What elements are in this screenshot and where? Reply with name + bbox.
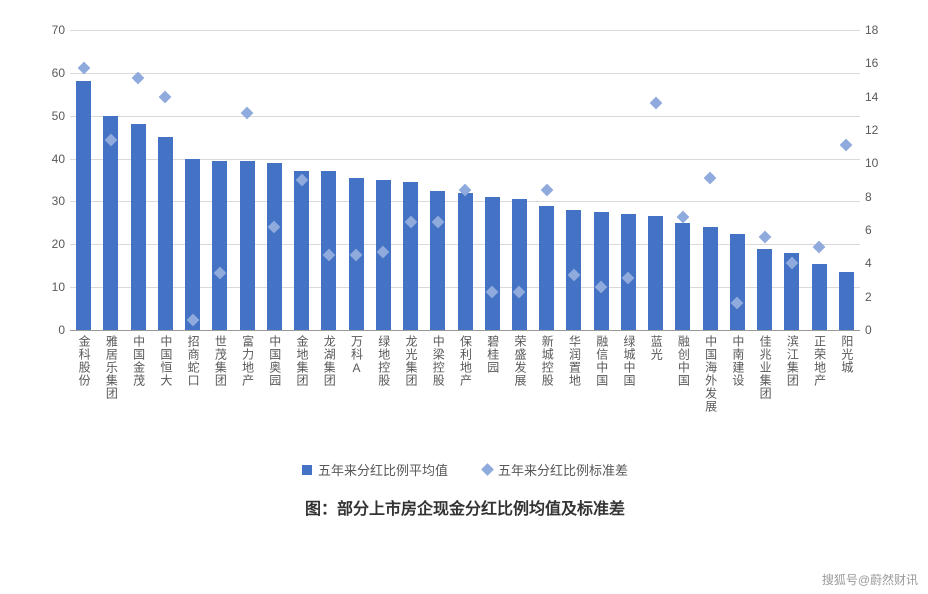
- x-tick-label: 荣盛发展: [513, 335, 526, 387]
- diamond-marker: [241, 107, 254, 120]
- diamond-swatch: [481, 463, 494, 476]
- y-right-tick: 0: [865, 323, 890, 337]
- diamond-marker: [649, 97, 662, 110]
- bar: [812, 264, 827, 330]
- bar: [485, 197, 500, 330]
- x-tick-label: 融创中国: [676, 335, 689, 387]
- bar-swatch: [302, 465, 312, 475]
- bar: [240, 161, 255, 330]
- y-left-tick: 30: [35, 194, 65, 208]
- gridline: [70, 73, 860, 74]
- legend-marker-label: 五年来分红比例标准差: [498, 460, 628, 479]
- x-tick-label: 中国恒大: [159, 335, 172, 387]
- bar: [76, 81, 91, 330]
- bar: [458, 193, 473, 330]
- chart-container: 010203040506070024681012141618金科股份雅居乐集团中…: [30, 30, 900, 520]
- bar: [294, 171, 309, 330]
- bar: [103, 116, 118, 330]
- y-left-tick: 0: [35, 323, 65, 337]
- x-tick-label: 阳光城: [840, 335, 853, 374]
- y-right-tick: 8: [865, 190, 890, 204]
- x-tick-label: 招商蛇口: [186, 335, 199, 387]
- gridline: [70, 116, 860, 117]
- bar: [648, 216, 663, 330]
- chart-caption: 图：部分上市房企现金分红比例均值及标准差: [30, 495, 900, 519]
- x-tick-label: 保利地产: [459, 335, 472, 387]
- bar: [839, 272, 854, 330]
- x-tick-label: 龙光集团: [404, 335, 417, 387]
- bar: [158, 137, 173, 330]
- y-right-tick: 2: [865, 290, 890, 304]
- y-left-tick: 60: [35, 66, 65, 80]
- legend: 五年来分红比例平均值 五年来分红比例标准差: [30, 460, 900, 479]
- x-tick-label: 世茂集团: [213, 335, 226, 387]
- x-tick-label: 碧桂园: [486, 335, 499, 374]
- legend-bar-label: 五年来分红比例平均值: [318, 460, 448, 479]
- bar: [185, 159, 200, 330]
- x-tick-label: 中梁控股: [431, 335, 444, 387]
- bar: [730, 234, 745, 330]
- x-tick-label: 绿地控股: [377, 335, 390, 387]
- bar: [512, 199, 527, 330]
- bar: [594, 212, 609, 330]
- x-tick-label: 滨江集团: [785, 335, 798, 387]
- x-tick-label: 蓝光: [649, 335, 662, 361]
- y-right-tick: 10: [865, 156, 890, 170]
- plot-area: 010203040506070024681012141618金科股份雅居乐集团中…: [70, 30, 860, 331]
- x-tick-label: 绿城中国: [622, 335, 635, 387]
- y-right-tick: 6: [865, 223, 890, 237]
- x-tick-label: 雅居乐集团: [104, 335, 117, 400]
- x-tick-label: 龙湖集团: [322, 335, 335, 387]
- diamond-marker: [540, 184, 553, 197]
- bar: [212, 161, 227, 330]
- x-tick-label: 融信中国: [595, 335, 608, 387]
- y-right-tick: 16: [865, 56, 890, 70]
- y-left-tick: 10: [35, 280, 65, 294]
- gridline: [70, 30, 860, 31]
- bar: [539, 206, 554, 330]
- x-tick-label: 富力地产: [241, 335, 254, 387]
- bar: [403, 182, 418, 330]
- legend-item-bar: 五年来分红比例平均值: [302, 460, 448, 479]
- legend-item-marker: 五年来分红比例标准差: [483, 460, 628, 479]
- y-left-tick: 40: [35, 152, 65, 166]
- y-right-tick: 12: [865, 123, 890, 137]
- watermark: 搜狐号@蔚然财讯: [822, 571, 918, 588]
- y-left-tick: 50: [35, 109, 65, 123]
- y-right-tick: 18: [865, 23, 890, 37]
- bar: [131, 124, 146, 330]
- diamond-marker: [132, 72, 145, 85]
- bar: [675, 223, 690, 330]
- diamond-marker: [704, 172, 717, 185]
- x-tick-label: 中国海外发展: [704, 335, 717, 413]
- x-tick-label: 华润置地: [567, 335, 580, 387]
- bar: [267, 163, 282, 330]
- x-tick-label: 金科股份: [77, 335, 90, 387]
- x-tick-label: 万科A: [350, 335, 363, 376]
- diamond-marker: [813, 240, 826, 253]
- x-tick-label: 佳兆业集团: [758, 335, 771, 400]
- x-tick-label: 正荣地产: [813, 335, 826, 387]
- diamond-marker: [677, 210, 690, 223]
- bar: [703, 227, 718, 330]
- y-left-tick: 20: [35, 237, 65, 251]
- y-right-tick: 4: [865, 256, 890, 270]
- x-tick-label: 中南建设: [731, 335, 744, 387]
- y-right-tick: 14: [865, 90, 890, 104]
- x-tick-label: 新城控股: [540, 335, 553, 387]
- x-tick-label: 中国奥园: [268, 335, 281, 387]
- bar: [430, 191, 445, 330]
- x-tick-label: 金地集团: [295, 335, 308, 387]
- diamond-marker: [758, 230, 771, 243]
- x-tick-label: 中国金茂: [132, 335, 145, 387]
- y-left-tick: 70: [35, 23, 65, 37]
- diamond-marker: [159, 90, 172, 103]
- diamond-marker: [840, 139, 853, 152]
- bar: [757, 249, 772, 330]
